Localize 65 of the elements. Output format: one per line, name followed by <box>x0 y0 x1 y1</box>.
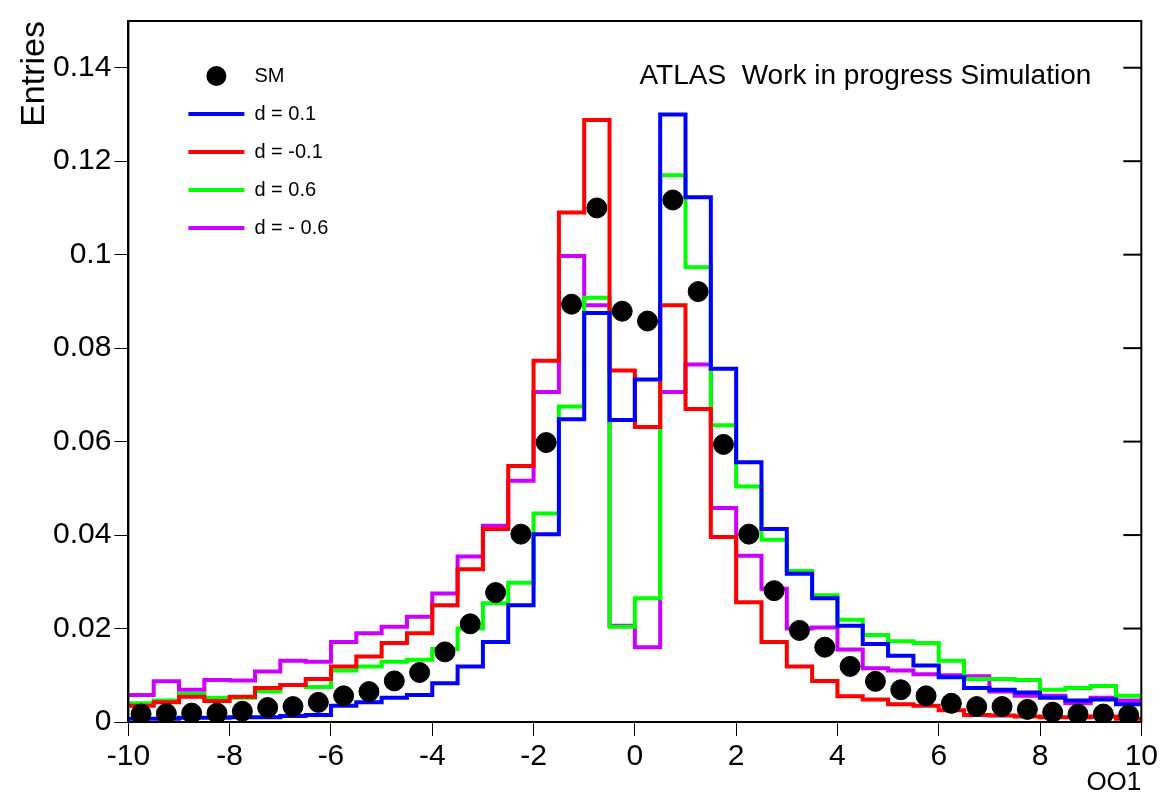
legend-label: d = - 0.6 <box>254 215 329 238</box>
point <box>485 582 507 604</box>
y-tick-label: 0.14 <box>53 49 112 82</box>
legend-label: d = -0.1 <box>254 139 323 162</box>
point <box>1067 703 1089 722</box>
x-tick-label: 4 <box>829 738 846 772</box>
point <box>611 300 633 322</box>
annotation: ATLAS Work in progress Simulation <box>639 58 1092 90</box>
point <box>788 619 810 641</box>
point <box>130 703 152 722</box>
y-tick-label: 0 <box>94 703 112 737</box>
point <box>510 523 532 545</box>
x-tick-label: -6 <box>317 738 345 772</box>
point <box>890 679 912 701</box>
point <box>231 700 253 722</box>
point <box>738 523 760 545</box>
y-tick-label: 0.02 <box>53 609 112 643</box>
point <box>687 281 709 303</box>
point <box>864 670 886 692</box>
point <box>712 433 734 455</box>
point <box>940 692 962 714</box>
point <box>586 197 608 219</box>
legend-label: SM <box>254 63 285 86</box>
x-tick-label: 0 <box>626 738 644 772</box>
y-tick-label: 0.12 <box>53 142 112 176</box>
point <box>1016 698 1038 720</box>
point <box>1042 701 1064 722</box>
point <box>181 702 203 722</box>
point <box>307 691 329 713</box>
point <box>282 696 304 718</box>
point <box>257 697 279 719</box>
point <box>763 580 785 602</box>
y-tick-label: 0.06 <box>53 422 112 456</box>
point <box>839 655 861 677</box>
y-tick-label: 0.1 <box>69 235 112 269</box>
point <box>409 661 431 683</box>
point <box>991 696 1013 718</box>
point <box>637 310 659 332</box>
x-tick-label: -10 <box>106 738 151 772</box>
legend-label: d = 0.1 <box>254 101 317 124</box>
point <box>155 703 177 722</box>
point <box>561 293 583 315</box>
point <box>662 189 684 211</box>
point <box>358 681 380 703</box>
point <box>459 613 481 635</box>
y-axis-title: Entries <box>13 21 52 127</box>
point <box>434 641 456 663</box>
point <box>535 432 557 454</box>
point <box>1092 703 1114 722</box>
point <box>915 685 937 707</box>
legend-label: d = 0.6 <box>254 177 317 200</box>
point <box>1118 704 1140 722</box>
point <box>333 685 355 707</box>
y-tick-label: 0.04 <box>53 516 112 550</box>
point <box>206 702 228 722</box>
y-tick-label: 0.08 <box>53 329 112 363</box>
point <box>966 696 988 718</box>
point <box>383 670 405 692</box>
x-tick-label: -4 <box>418 738 446 772</box>
x-tick-label: -2 <box>520 738 547 772</box>
x-tick-label: 2 <box>727 738 745 772</box>
point <box>814 636 836 658</box>
x-tick-label: 6 <box>930 738 948 772</box>
x-tick-label: -8 <box>216 738 244 772</box>
x-tick-label: 8 <box>1031 738 1049 772</box>
